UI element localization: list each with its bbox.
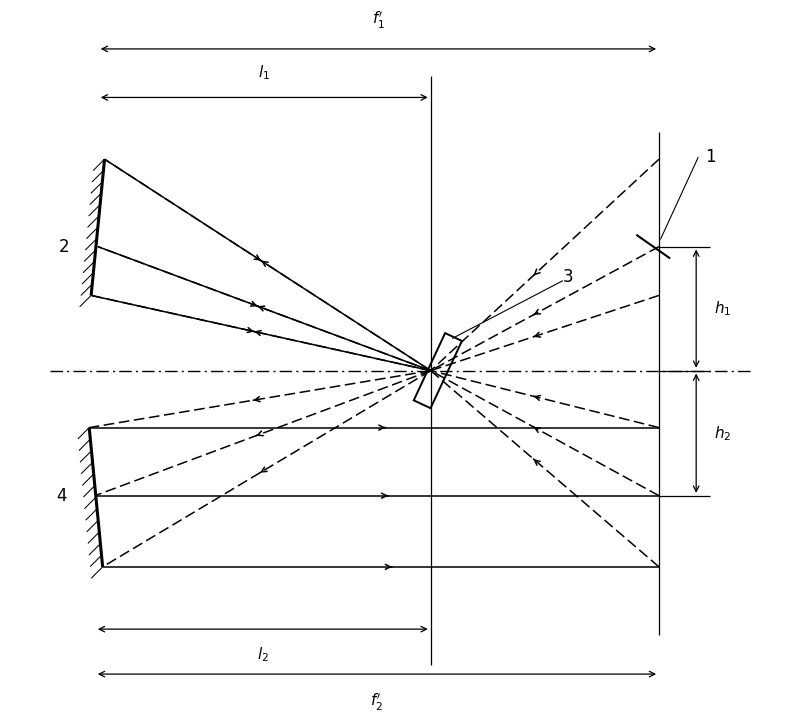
- Text: 4: 4: [56, 487, 66, 505]
- Text: 3: 3: [563, 268, 574, 286]
- Text: 2: 2: [58, 238, 70, 256]
- Text: $h_2$: $h_2$: [714, 424, 731, 442]
- Text: $f_2'$: $f_2'$: [370, 692, 383, 713]
- Text: $h_1$: $h_1$: [714, 299, 731, 318]
- Text: $l_2$: $l_2$: [257, 645, 269, 664]
- Text: $f_1'$: $f_1'$: [372, 10, 385, 31]
- Text: $l_1$: $l_1$: [258, 63, 270, 82]
- Text: 1: 1: [706, 148, 716, 166]
